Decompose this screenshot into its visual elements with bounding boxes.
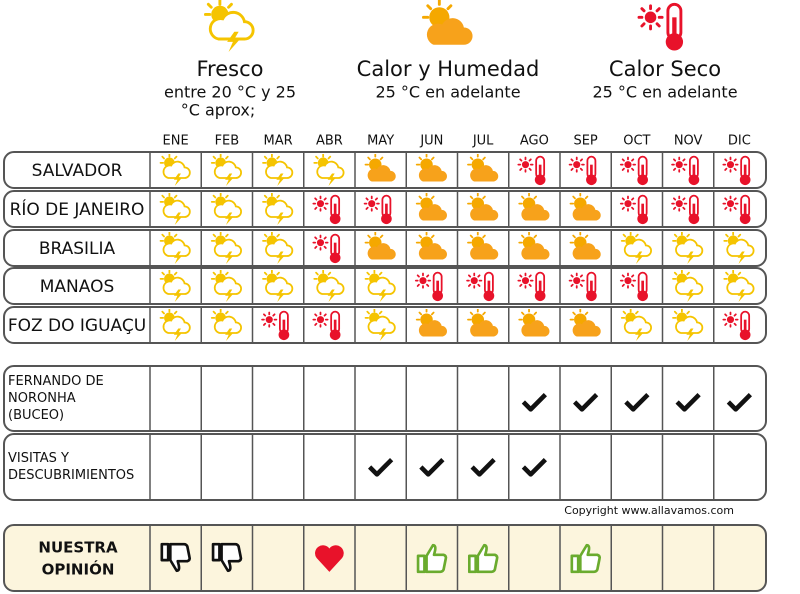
legend-subtitle: °C aprox; [181,101,256,120]
activity-label: (BUCEO) [8,408,64,423]
activity-label: NORONHA [8,391,76,406]
destination-label: FOZ DO IGUAÇU [8,316,146,336]
legend-subtitle: 25 °C en adelante [375,83,520,102]
activity-label: VISITAS Y [8,451,69,466]
opinion-label: NUESTRA [38,539,118,557]
month-label: ABR [316,134,343,149]
row-box [3,365,767,432]
month-label: MAR [264,134,293,149]
legend-title: Calor Seco [609,57,721,81]
opinion-row [3,524,767,592]
month-label: DIC [728,134,751,149]
month-label: NOV [674,134,703,149]
month-label: ENE [163,134,189,149]
legend-title: Fresco [197,57,264,81]
month-label: SEP [573,134,597,149]
month-label: JUN [419,134,443,149]
copyright: Copyright www.allavamos.com [564,504,734,517]
legend-subtitle: 25 °C en adelante [592,83,737,102]
activity-label: DESCUBRIMIENTOS [8,468,134,483]
destination-label: RÍO DE JANEIRO [10,198,145,220]
cloud-icon [421,0,475,47]
activity-label: FERNANDO DE [8,374,104,389]
month-label: AGO [520,134,549,149]
legend-title: Calor y Humedad [357,57,540,81]
destination-label: SALVADOR [32,161,123,181]
month-label: JUL [472,134,494,149]
month-label: FEB [215,134,240,149]
month-label: MAY [367,134,394,149]
opinion-label: OPINIÓN [42,560,115,579]
thermo-icon [637,2,685,52]
destination-label: BRASILIA [39,239,116,259]
destination-label: MANAOS [40,277,115,297]
legend-subtitle: entre 20 °C y 25 [164,83,296,102]
storm-icon [203,0,255,52]
month-label: OCT [623,134,650,149]
